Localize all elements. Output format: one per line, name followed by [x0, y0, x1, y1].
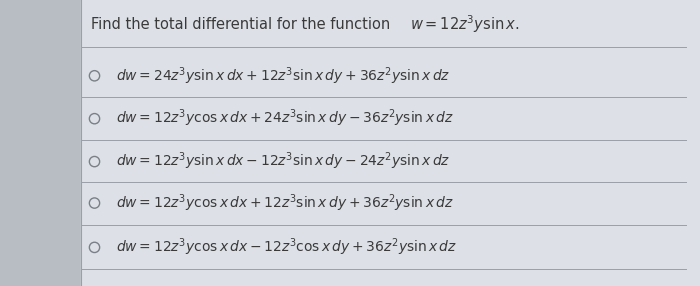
Bar [0, 0, 80, 286]
Text: $dw = 12z^{3}y\sin x\,dx - 12z^{3}\sin x\,dy - 24z^{2}y\sin x\,dz$: $dw = 12z^{3}y\sin x\,dx - 12z^{3}\sin x… [116, 151, 450, 172]
Text: $dw = 12z^{3}y\cos x\,dx + 24z^{3}\sin x\,dy - 36z^{2}y\sin x\,dz$: $dw = 12z^{3}y\cos x\,dx + 24z^{3}\sin x… [116, 108, 454, 130]
Text: $dw = 12z^{3}y\cos x\,dx - 12z^{3}\cos x\,dy + 36z^{2}y\sin x\,dz$: $dw = 12z^{3}y\cos x\,dx - 12z^{3}\cos x… [116, 237, 457, 258]
Text: $dw = 12z^{3}y\cos x\,dx + 12z^{3}\sin x\,dy + 36z^{2}y\sin x\,dz$: $dw = 12z^{3}y\cos x\,dx + 12z^{3}\sin x… [116, 192, 454, 214]
Text: $dw = 24z^{3}y\sin x\,dx + 12z^{3}\sin x\,dy + 36z^{2}y\sin x\,dz$: $dw = 24z^{3}y\sin x\,dx + 12z^{3}\sin x… [116, 65, 450, 87]
Bar [80, 0, 700, 286]
Text: Find the total differential for the function: Find the total differential for the func… [91, 17, 395, 32]
Text: $w = 12z^{3}y\sin x.$: $w = 12z^{3}y\sin x.$ [410, 13, 519, 35]
